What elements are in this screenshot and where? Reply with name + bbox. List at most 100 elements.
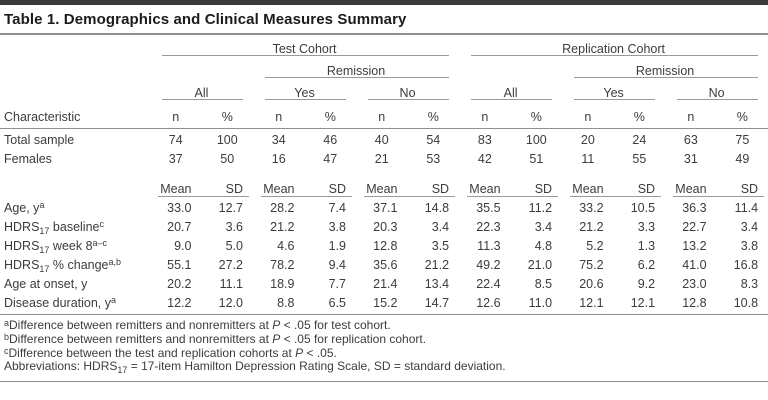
subgroup-header-row: All Yes No All Yes No — [0, 79, 768, 101]
value-cell: 23.0 — [682, 277, 707, 291]
col-pct: % — [613, 101, 666, 129]
value-cell: 78.2 — [270, 258, 295, 272]
value-cell: 10.8 — [716, 292, 768, 315]
value-cell: 12.7 — [218, 201, 243, 215]
value-cell: 6.2 — [637, 258, 656, 272]
value-cell: 35.6 — [373, 258, 398, 272]
value-cell: 40 — [374, 133, 389, 147]
col-group-all-replication: All — [459, 79, 562, 101]
value-cell: 33.0 — [167, 201, 192, 215]
footnote-abbreviations: Abbreviations: HDRS17 = 17-item Hamilton… — [4, 359, 506, 375]
value-cell: 7.4 — [328, 201, 346, 215]
value-cell: 22.7 — [682, 220, 707, 234]
value-cell: 22.4 — [476, 277, 501, 291]
footnote-b: bDifference between remitters and nonrem… — [4, 331, 427, 346]
value-cell: 83 — [477, 133, 492, 147]
value-cell: 20.6 — [579, 277, 604, 291]
col-mean: Mean — [253, 167, 305, 197]
row-label: Females — [4, 152, 52, 166]
value-cell: 21 — [374, 152, 389, 166]
row-label: Total sample — [4, 133, 75, 147]
col-group-all-test: All — [150, 79, 253, 101]
value-cell: 9.4 — [328, 258, 346, 272]
value-cell: 55.1 — [167, 258, 192, 272]
col-mean: Mean — [665, 167, 717, 197]
value-cell: 50 — [220, 152, 235, 166]
col-group-remission-replication: Remission — [562, 57, 768, 79]
value-cell: 5.2 — [586, 239, 604, 253]
value-cell: 24 — [632, 133, 647, 147]
value-cell: 9.2 — [637, 277, 656, 291]
value-cell: 20.7 — [167, 220, 192, 234]
value-cell: 12.1 — [613, 292, 666, 315]
value-cell: 10.5 — [630, 201, 656, 215]
col-mean: Mean — [150, 167, 202, 197]
value-cell: 12.6 — [459, 292, 511, 315]
col-sd: SD — [407, 167, 460, 197]
value-cell: 15.2 — [356, 292, 408, 315]
value-cell: 34 — [271, 133, 286, 147]
value-cell: 33.2 — [579, 201, 604, 215]
row-label: HDRS17 % changea,b — [4, 257, 122, 274]
row-hdrs-baseline: HDRS17 baselinec 20.7 3.6 21.2 3.8 20.3 … — [0, 216, 768, 236]
value-cell: 37.1 — [373, 201, 398, 215]
col-n: n — [356, 101, 408, 129]
value-cell: 3.4 — [740, 220, 759, 234]
value-cell: 18.9 — [270, 277, 295, 291]
characteristic-header: Characteristic — [0, 101, 150, 129]
col-mean: Mean — [356, 167, 408, 197]
value-cell: 12.8 — [665, 292, 717, 315]
value-cell: 47 — [323, 152, 338, 166]
bottom-rule — [0, 381, 768, 383]
col-sd: SD — [201, 167, 254, 197]
value-cell: 28.2 — [270, 201, 295, 215]
spacer-cell — [459, 57, 562, 79]
col-pct: % — [407, 101, 460, 129]
value-cell: 41.0 — [682, 258, 707, 272]
value-cell: 3.4 — [431, 220, 450, 234]
col-group-test-cohort: Test Cohort — [150, 35, 459, 57]
value-cell: 46 — [323, 133, 338, 147]
row-hdrs-week8: HDRS17 week 8a–c 9.0 5.0 4.6 1.9 12.8 3.… — [0, 235, 768, 255]
value-cell: 11 — [581, 152, 595, 166]
value-cell: 21.2 — [424, 258, 450, 272]
value-cell: 100 — [525, 133, 547, 147]
value-cell: 55 — [632, 152, 647, 166]
value-cell: 12.8 — [373, 239, 398, 253]
value-cell: 63 — [683, 133, 698, 147]
footnote-c: cDifference between the test and replica… — [4, 345, 337, 360]
value-cell: 54 — [426, 133, 441, 147]
value-cell: 100 — [216, 133, 238, 147]
col-group-yes-test: Yes — [253, 79, 356, 101]
value-cell: 35.5 — [476, 201, 501, 215]
value-cell: 31 — [683, 152, 698, 166]
top-accent-bar — [0, 0, 768, 5]
spacer-cell — [150, 57, 253, 79]
col-pct: % — [716, 101, 768, 129]
value-cell: 8.5 — [534, 277, 553, 291]
value-cell: 75.2 — [579, 258, 604, 272]
col-group-no-replication: No — [665, 79, 768, 101]
row-label: Disease duration, ya — [0, 292, 150, 315]
demographics-table: Test Cohort Replication Cohort Remission… — [0, 35, 768, 315]
value-cell: 49 — [735, 152, 750, 166]
row-label: Age at onset, y — [4, 277, 88, 291]
cohort-group-header-row: Test Cohort Replication Cohort — [0, 35, 768, 57]
value-cell: 21.2 — [270, 220, 295, 234]
col-pct: % — [510, 101, 563, 129]
value-cell: 8.8 — [253, 292, 305, 315]
row-disease-duration: Disease duration, ya 12.2 12.0 8.8 6.5 1… — [0, 292, 768, 315]
value-cell: 75 — [735, 133, 750, 147]
col-n: n — [150, 101, 202, 129]
value-cell: 5.0 — [225, 239, 243, 253]
col-group-remission-test: Remission — [253, 57, 459, 79]
footnotes: aDifference between remitters and nonrem… — [0, 315, 768, 381]
value-cell: 12.0 — [201, 292, 253, 315]
value-cell: 21.2 — [579, 220, 604, 234]
col-group-no-test: No — [356, 79, 459, 101]
value-cell: 22.3 — [476, 220, 501, 234]
value-cell: 20.3 — [373, 220, 398, 234]
row-label: Age, ya — [4, 200, 45, 216]
value-cell: 13.4 — [424, 277, 450, 291]
